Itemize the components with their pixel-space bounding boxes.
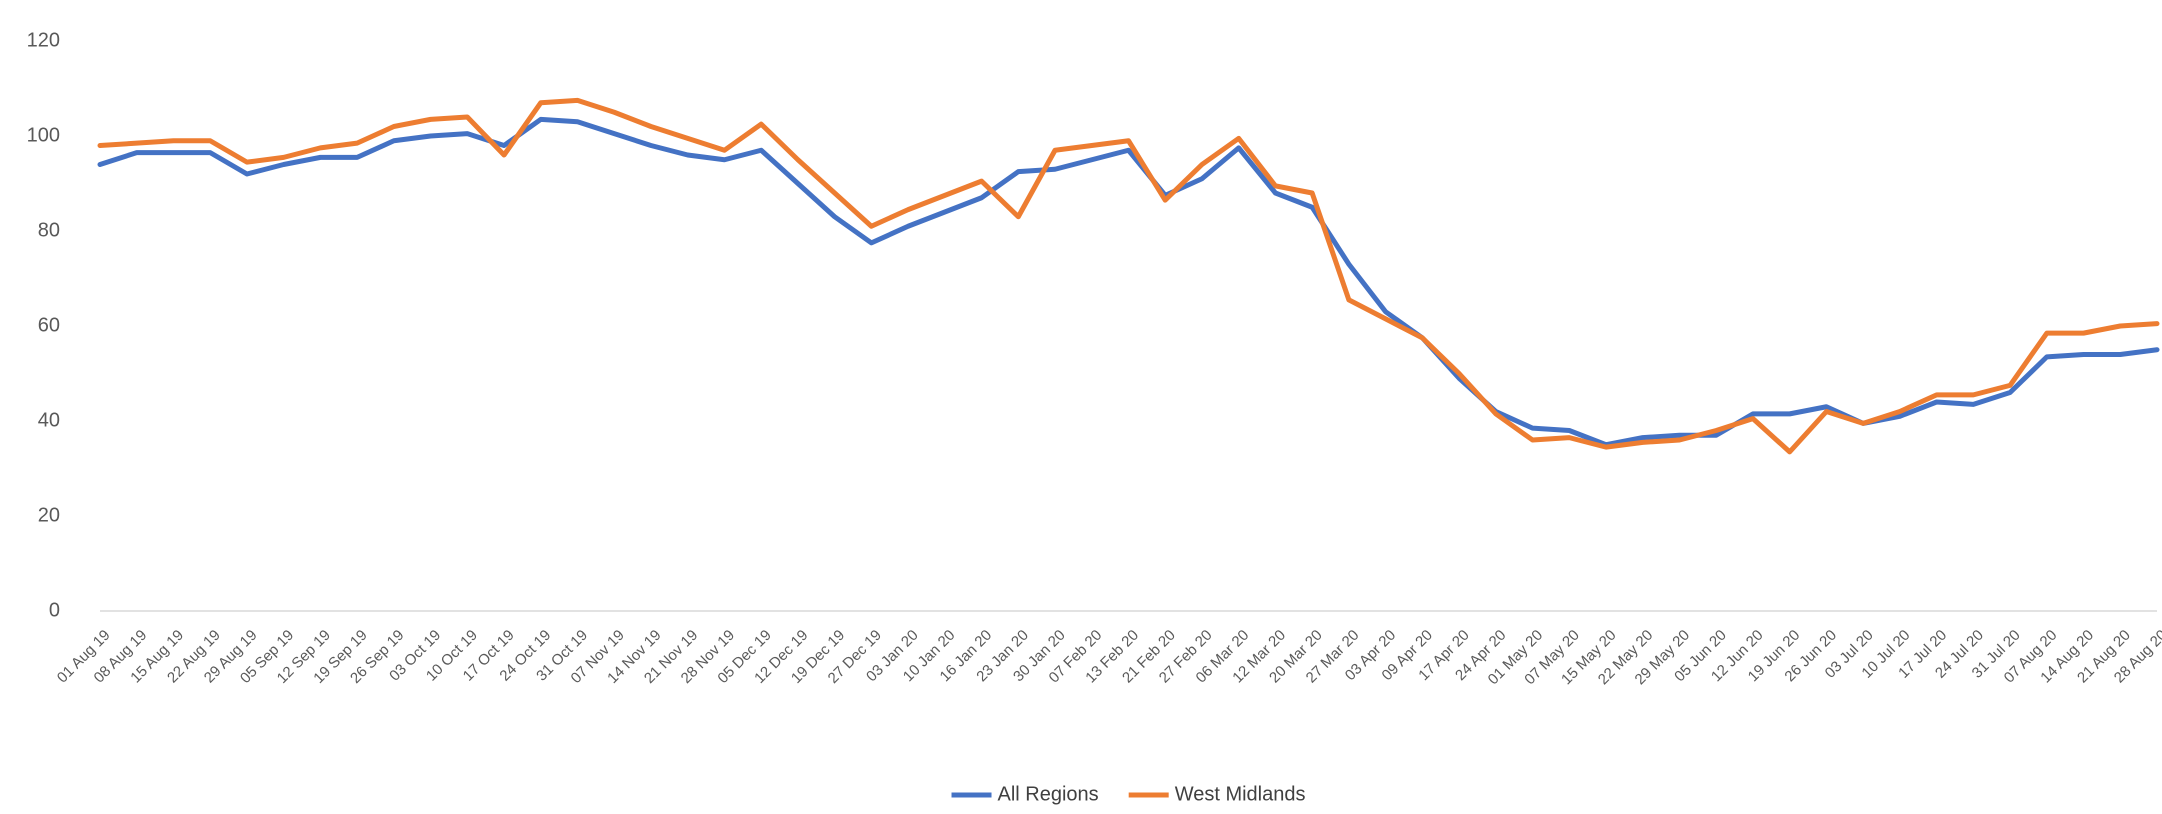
y-tick-label: 80 <box>38 219 60 241</box>
series-line <box>97 97 2160 455</box>
y-tick-label: 120 <box>27 29 60 51</box>
y-tick-label: 40 <box>38 409 60 431</box>
y-tick-label: 0 <box>49 599 60 621</box>
legend-label: All Regions <box>998 783 1099 805</box>
y-tick-label: 100 <box>27 124 60 146</box>
legend-label: West Midlands <box>1175 783 1306 805</box>
y-tick-label: 60 <box>38 314 60 336</box>
y-tick-label: 20 <box>38 504 60 526</box>
series-line <box>97 116 2160 448</box>
